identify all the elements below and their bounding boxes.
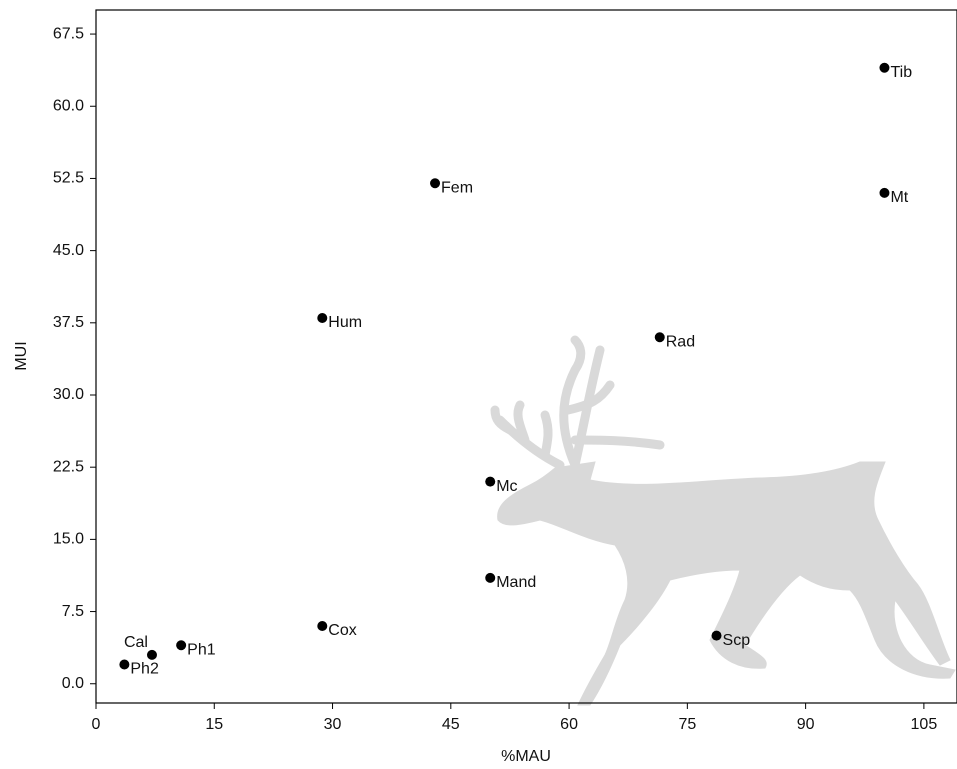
point-label: Mc bbox=[496, 478, 517, 495]
x-axis-label: %MAU bbox=[501, 748, 551, 765]
point-label: Ph2 bbox=[130, 661, 159, 678]
point-label: Tib bbox=[890, 64, 912, 81]
x-tick-label: 45 bbox=[442, 716, 460, 733]
point-label: Fem bbox=[441, 179, 473, 196]
point bbox=[146, 649, 157, 660]
x-tick-label: 90 bbox=[797, 716, 815, 733]
x-tick-label: 0 bbox=[92, 716, 101, 733]
point bbox=[317, 313, 328, 323]
point bbox=[317, 621, 328, 631]
y-tick-label: 67.5 bbox=[53, 25, 84, 42]
point bbox=[119, 659, 130, 670]
point bbox=[430, 178, 441, 189]
point-label: Scp bbox=[723, 632, 751, 649]
y-tick-label: 30.0 bbox=[53, 386, 84, 403]
x-tick-label: 30 bbox=[324, 716, 342, 733]
y-tick-label: 37.5 bbox=[53, 314, 84, 331]
point bbox=[879, 62, 890, 73]
y-tick-label: 22.5 bbox=[53, 458, 84, 475]
point bbox=[879, 187, 890, 198]
y-tick-label: 45.0 bbox=[53, 242, 84, 259]
point-label: Mand bbox=[496, 574, 536, 591]
x-tick-label: 60 bbox=[560, 716, 578, 733]
y-tick-label: 0.0 bbox=[62, 675, 84, 692]
point bbox=[654, 332, 665, 343]
point-label: Mt bbox=[890, 189, 908, 206]
point-label: Cox bbox=[328, 622, 356, 639]
point-label: Ph1 bbox=[187, 641, 216, 658]
plot-frame bbox=[95, 9, 957, 704]
y-tick-label: 7.5 bbox=[62, 603, 84, 620]
x-tick-label: 15 bbox=[205, 716, 223, 733]
point-label: Cal bbox=[124, 634, 148, 651]
x-tick-label: 105 bbox=[911, 716, 938, 733]
y-axis-label: MUI bbox=[13, 341, 30, 370]
y-tick-label: 52.5 bbox=[53, 170, 84, 187]
point bbox=[711, 630, 722, 641]
y-tick-label: 60.0 bbox=[53, 97, 84, 114]
point bbox=[485, 572, 496, 583]
point-label: Rad bbox=[666, 333, 695, 350]
point bbox=[485, 476, 496, 487]
x-tick-label: 75 bbox=[678, 716, 696, 733]
reindeer-silhouette bbox=[490, 335, 956, 706]
point-label: Hum bbox=[328, 314, 362, 331]
y-tick-label: 15.0 bbox=[53, 531, 84, 548]
point bbox=[176, 640, 187, 651]
